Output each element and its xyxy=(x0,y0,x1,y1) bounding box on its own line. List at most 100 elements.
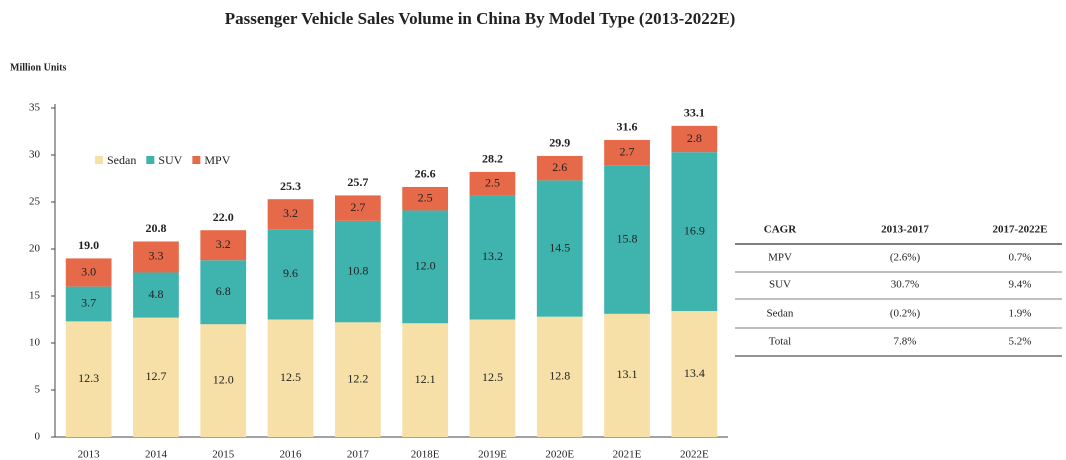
y-tick-label: 35 xyxy=(29,102,41,114)
x-tick-label: 2017 xyxy=(347,449,370,460)
data-label: 12.5 xyxy=(482,370,503,384)
table-cell: 1.9% xyxy=(1009,308,1032,320)
y-tick-label: 5 xyxy=(35,384,41,396)
bar-segment xyxy=(200,230,247,261)
y-tick-label: 20 xyxy=(29,243,41,255)
y-tick-label: 25 xyxy=(29,196,41,208)
bar-segment xyxy=(267,229,314,320)
bar-segment xyxy=(469,319,516,437)
bar-segment xyxy=(65,286,112,322)
total-label: 20.8 xyxy=(145,221,166,235)
table-header: 2017-2022E xyxy=(993,224,1048,236)
bar-segment xyxy=(536,316,583,437)
data-label: 15.8 xyxy=(617,231,638,245)
legend-swatch xyxy=(95,156,103,164)
bar-segment xyxy=(536,180,583,317)
bar-segment xyxy=(200,260,247,325)
data-label: 12.7 xyxy=(145,369,166,383)
data-label: 3.2 xyxy=(283,206,298,220)
table-header: 2013-2017 xyxy=(881,224,929,236)
data-label: 2.6 xyxy=(552,160,567,174)
total-label: 22.0 xyxy=(213,210,234,224)
table-cell: (2.6%) xyxy=(890,252,921,264)
data-label: 3.7 xyxy=(81,296,96,310)
data-label: 2.8 xyxy=(687,131,702,145)
y-tick-label: 10 xyxy=(29,337,41,349)
data-label: 12.8 xyxy=(549,369,570,383)
table-cell: SUV xyxy=(769,279,791,291)
table-cell: 5.2% xyxy=(1009,336,1032,348)
bar-segment xyxy=(671,125,718,153)
data-label: 12.3 xyxy=(78,371,99,385)
total-label: 25.7 xyxy=(347,175,368,189)
data-label: 9.6 xyxy=(283,266,298,280)
data-label: 13.2 xyxy=(482,249,503,263)
table-cell: Sedan xyxy=(767,308,794,320)
table-cell: 0.7% xyxy=(1009,252,1032,264)
table-cell: 30.7% xyxy=(891,279,919,291)
bar-segment xyxy=(334,322,381,437)
legend-label: SUV xyxy=(158,153,182,167)
total-label: 19.0 xyxy=(78,238,99,252)
bar-segment xyxy=(200,324,247,437)
data-label: 12.2 xyxy=(347,371,368,385)
bar-segment xyxy=(267,319,314,437)
bar-segment xyxy=(671,311,718,437)
data-label: 16.9 xyxy=(684,223,705,237)
y-tick-label: 15 xyxy=(29,290,41,302)
total-label: 25.3 xyxy=(280,179,301,193)
legend-label: Sedan xyxy=(107,153,136,167)
bar-segment xyxy=(65,321,112,437)
bar-segment xyxy=(133,317,179,437)
data-label: 2.7 xyxy=(350,200,365,214)
data-label: 3.3 xyxy=(148,249,163,263)
bar-segment xyxy=(334,220,381,323)
legend-swatch xyxy=(192,156,201,164)
table-cell: (0.2%) xyxy=(890,308,921,320)
data-label: 2.7 xyxy=(620,144,635,158)
bar-segment xyxy=(65,258,112,287)
bar-segment xyxy=(536,155,583,181)
data-label: 2.5 xyxy=(418,190,433,204)
legend-label: MPV xyxy=(204,153,230,167)
table-header: CAGR xyxy=(764,224,797,236)
total-label: 31.6 xyxy=(617,120,638,134)
y-tick-label: 0 xyxy=(35,431,41,443)
chart-title: Passenger Vehicle Sales Volume in China … xyxy=(225,9,736,28)
y-tick-label: 30 xyxy=(29,149,41,161)
bar-segment xyxy=(469,195,516,320)
data-label: 6.8 xyxy=(216,284,231,298)
data-label: 4.8 xyxy=(148,287,163,301)
bar-segment xyxy=(402,323,449,437)
bar-segment xyxy=(402,186,449,211)
bar-segment xyxy=(604,313,650,437)
x-tick-label: 2014 xyxy=(145,449,168,460)
bar-segment xyxy=(604,165,650,314)
data-label: 12.0 xyxy=(213,372,234,386)
x-tick-label: 2013 xyxy=(78,449,101,460)
x-tick-label: 2020E xyxy=(545,449,574,460)
bar-segment xyxy=(133,241,179,273)
table-cell: 7.8% xyxy=(894,336,917,348)
data-label: 12.5 xyxy=(280,370,301,384)
bar-segment xyxy=(267,199,314,230)
table-cell: Total xyxy=(769,336,791,348)
x-tick-label: 2021E xyxy=(613,449,642,460)
bar-segment xyxy=(133,272,179,318)
bar-segment xyxy=(604,139,650,166)
legend-swatch xyxy=(146,156,155,164)
data-label: 14.5 xyxy=(549,240,570,254)
x-tick-label: 2016 xyxy=(280,449,303,460)
data-label: 2.5 xyxy=(485,175,500,189)
total-label: 28.2 xyxy=(482,152,503,166)
bar-segment xyxy=(334,195,381,221)
x-tick-label: 2019E xyxy=(478,449,507,460)
data-label: 12.0 xyxy=(415,259,436,273)
x-tick-label: 2022E xyxy=(680,449,709,460)
data-label: 3.2 xyxy=(216,237,231,251)
bar-segment xyxy=(671,152,718,312)
table-cell: MPV xyxy=(768,252,792,264)
total-label: 33.1 xyxy=(684,106,705,120)
total-label: 26.6 xyxy=(415,167,436,181)
